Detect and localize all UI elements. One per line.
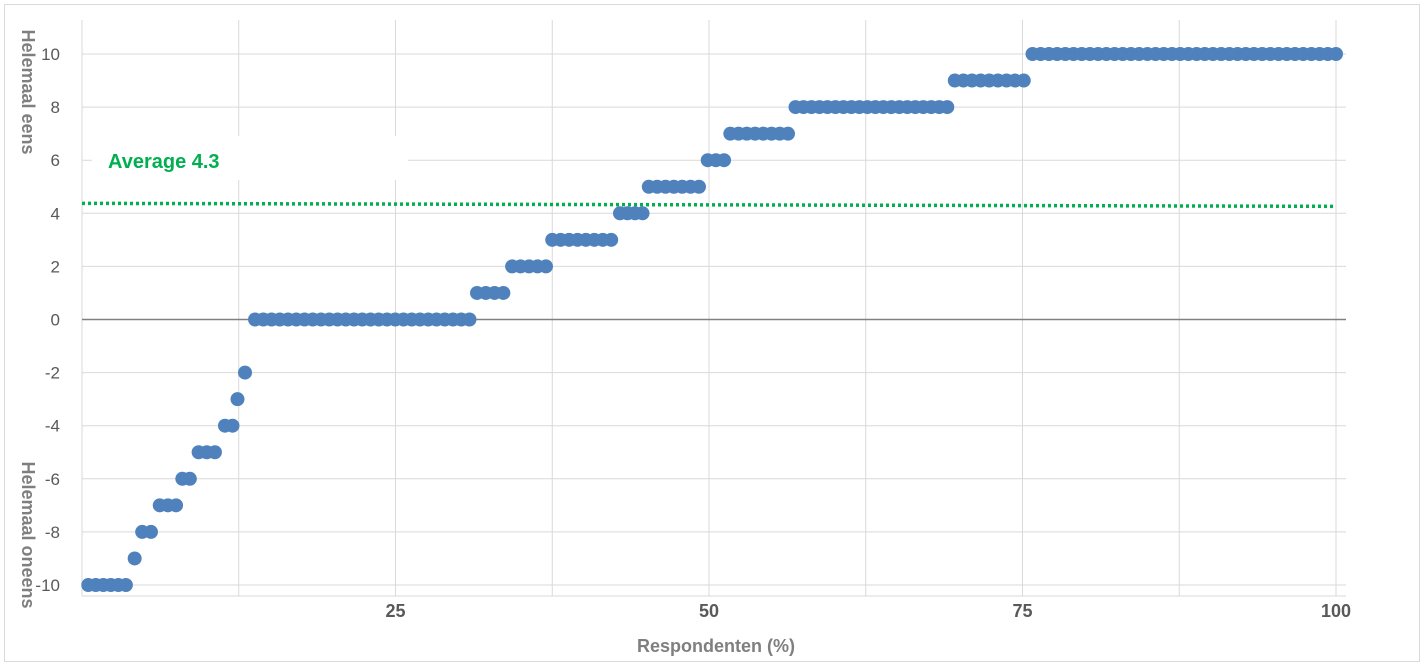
average-label-background xyxy=(92,136,408,180)
data-point xyxy=(604,232,619,247)
data-point xyxy=(781,126,796,141)
x-tick-label: 25 xyxy=(385,601,405,621)
data-point xyxy=(538,259,553,274)
data-point xyxy=(207,445,222,460)
y-axis-title-top: Helemaal eens xyxy=(18,29,38,154)
y-axis-title-bottom: Helemaal oneens xyxy=(18,461,38,608)
data-point xyxy=(225,418,240,433)
data-point xyxy=(118,578,133,592)
y-tick-label: -2 xyxy=(45,364,60,383)
y-tick-label: 4 xyxy=(51,204,60,223)
average-label: Average 4.3 xyxy=(108,151,220,173)
y-tick-label: -8 xyxy=(45,523,60,542)
data-point xyxy=(1016,73,1031,88)
average-line xyxy=(81,201,1337,209)
x-tick-label: 50 xyxy=(699,601,719,621)
data-point xyxy=(127,551,142,566)
x-tick-labels: 25 50 75 100 xyxy=(385,601,1351,621)
y-tick-label: 2 xyxy=(51,257,60,276)
y-tick-labels: -10 -8 -6 -4 -2 0 2 4 6 8 10 xyxy=(35,45,60,595)
y-tick-label: -6 xyxy=(45,470,60,489)
data-point xyxy=(169,498,184,513)
y-tick-label: -10 xyxy=(35,576,60,595)
y-tick-label: 8 xyxy=(51,98,60,117)
x-axis-title: Respondenten (%) xyxy=(637,636,795,656)
y-tick-label: 6 xyxy=(51,151,60,170)
data-point xyxy=(635,206,650,221)
data-point xyxy=(182,471,197,486)
data-point xyxy=(1329,47,1343,61)
grid-lines xyxy=(81,20,1346,597)
data-point xyxy=(717,153,732,168)
data-points xyxy=(81,47,1343,592)
data-point xyxy=(143,524,158,539)
data-point xyxy=(238,365,253,380)
data-point xyxy=(940,100,955,115)
y-tick-label: 0 xyxy=(51,311,60,330)
y-tick-label: -4 xyxy=(45,417,60,436)
data-point xyxy=(691,179,706,194)
y-tick-label: 10 xyxy=(41,45,60,64)
chart-frame xyxy=(4,4,1420,662)
data-point xyxy=(496,285,511,300)
data-point xyxy=(462,312,477,327)
data-point xyxy=(230,392,245,407)
x-tick-label: 75 xyxy=(1012,601,1032,621)
x-tick-label: 100 xyxy=(1321,601,1351,621)
